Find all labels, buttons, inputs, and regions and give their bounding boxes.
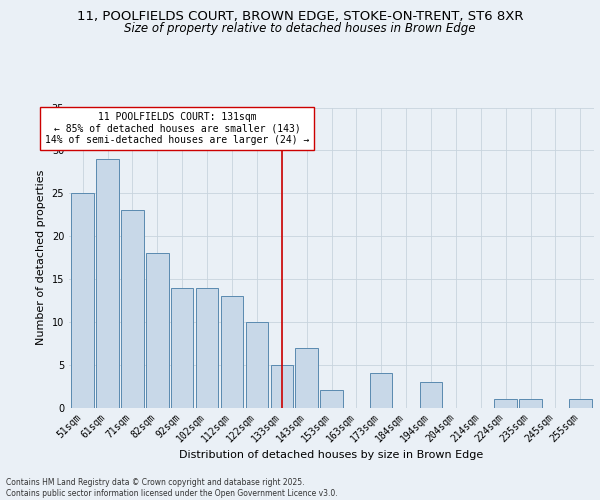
Bar [295, 348, 318, 408]
Bar [121, 210, 143, 408]
Bar [370, 373, 392, 408]
X-axis label: Distribution of detached houses by size in Brown Edge: Distribution of detached houses by size … [179, 450, 484, 460]
Text: 11 POOLFIELDS COURT: 131sqm
← 85% of detached houses are smaller (143)
14% of se: 11 POOLFIELDS COURT: 131sqm ← 85% of det… [45, 112, 310, 145]
Bar [71, 193, 94, 408]
Bar [146, 253, 169, 408]
Text: Contains HM Land Registry data © Crown copyright and database right 2025.
Contai: Contains HM Land Registry data © Crown c… [6, 478, 338, 498]
Bar [245, 322, 268, 408]
Text: 11, POOLFIELDS COURT, BROWN EDGE, STOKE-ON-TRENT, ST6 8XR: 11, POOLFIELDS COURT, BROWN EDGE, STOKE-… [77, 10, 523, 23]
Y-axis label: Number of detached properties: Number of detached properties [36, 170, 46, 345]
Bar [196, 288, 218, 408]
Bar [420, 382, 442, 407]
Bar [97, 159, 119, 408]
Bar [221, 296, 243, 408]
Bar [271, 364, 293, 408]
Text: Size of property relative to detached houses in Brown Edge: Size of property relative to detached ho… [124, 22, 476, 35]
Bar [320, 390, 343, 407]
Bar [569, 399, 592, 407]
Bar [494, 399, 517, 407]
Bar [520, 399, 542, 407]
Bar [171, 288, 193, 408]
